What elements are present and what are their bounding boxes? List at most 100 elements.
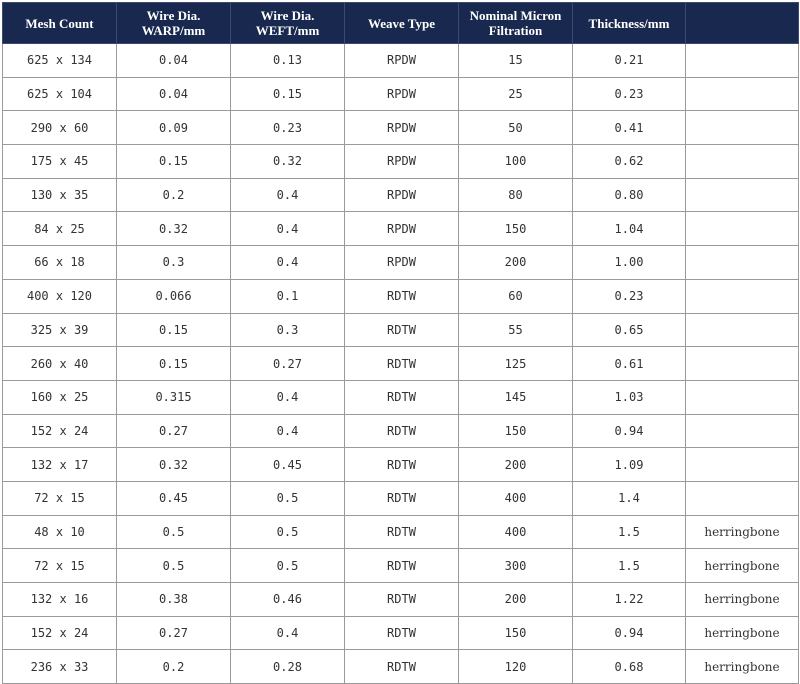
note-cell: herringbone [685, 582, 799, 617]
weave-type-cell: RDTW [344, 413, 459, 449]
thickness-cell: 0.23 [572, 278, 686, 314]
warp-dia-cell: 0.5 [116, 548, 231, 583]
weft-dia-cell: 0.46 [230, 582, 345, 617]
weave-type-cell: RDTW [344, 480, 459, 516]
mesh-count-cell: 260 x 40 [2, 346, 117, 381]
micron-filtration-cell: 125 [458, 346, 573, 381]
weft-dia-cell: 0.5 [230, 514, 345, 550]
table-row: 132 x 17 0.32 0.45 RDTW 200 1.09 [2, 447, 799, 482]
warp-dia-cell: 0.066 [116, 278, 231, 314]
micron-filtration-cell: 120 [458, 649, 573, 684]
micron-filtration-cell: 400 [458, 514, 573, 550]
warp-dia-cell: 0.32 [116, 447, 231, 482]
thickness-cell: 0.62 [572, 144, 686, 179]
note-cell [685, 447, 799, 482]
table-row: 152 x 24 0.27 0.4 RDTW 150 0.94 herringbone [2, 615, 799, 651]
note-cell [685, 43, 799, 78]
table-row: 152 x 24 0.27 0.4 RDTW 150 0.94 [2, 413, 799, 449]
header-mesh-count: Mesh Count [2, 2, 117, 44]
table-row: 175 x 45 0.15 0.32 RPDW 100 0.62 [2, 144, 799, 179]
warp-dia-cell: 0.2 [116, 649, 231, 684]
thickness-cell: 0.41 [572, 110, 686, 146]
warp-dia-cell: 0.15 [116, 144, 231, 179]
mesh-count-cell: 236 x 33 [2, 649, 117, 684]
note-cell: herringbone [685, 548, 799, 583]
note-cell [685, 110, 799, 146]
mesh-count-cell: 625 x 134 [2, 43, 117, 78]
weave-type-cell: RDTW [344, 514, 459, 550]
table-row: 236 x 33 0.2 0.28 RDTW 120 0.68 herringbone [2, 649, 799, 684]
weft-dia-cell: 0.4 [230, 379, 345, 415]
table-row: 72 x 15 0.5 0.5 RDTW 300 1.5 herringbone [2, 548, 799, 583]
warp-dia-cell: 0.32 [116, 211, 231, 247]
thickness-cell: 0.65 [572, 312, 686, 348]
table-row: 625 x 134 0.04 0.13 RPDW 15 0.21 [2, 43, 799, 78]
warp-dia-cell: 0.38 [116, 582, 231, 617]
table-row: 400 x 120 0.066 0.1 RDTW 60 0.23 [2, 278, 799, 314]
note-cell [685, 379, 799, 415]
table-row: 84 x 25 0.32 0.4 RPDW 150 1.04 [2, 211, 799, 247]
table-row: 260 x 40 0.15 0.27 RDTW 125 0.61 [2, 346, 799, 381]
mesh-count-cell: 160 x 25 [2, 379, 117, 415]
warp-dia-cell: 0.04 [116, 76, 231, 112]
mesh-count-cell: 175 x 45 [2, 144, 117, 179]
weft-dia-cell: 0.5 [230, 548, 345, 583]
thickness-cell: 1.03 [572, 379, 686, 415]
micron-filtration-cell: 55 [458, 312, 573, 348]
note-cell [685, 211, 799, 247]
micron-filtration-cell: 200 [458, 447, 573, 482]
micron-filtration-cell: 150 [458, 413, 573, 449]
note-cell [685, 144, 799, 179]
micron-filtration-cell: 200 [458, 582, 573, 617]
header-notes [685, 2, 799, 44]
micron-filtration-cell: 200 [458, 245, 573, 280]
warp-dia-cell: 0.3 [116, 245, 231, 280]
warp-dia-cell: 0.15 [116, 346, 231, 381]
header-weave-type: Weave Type [344, 2, 459, 44]
weave-type-cell: RPDW [344, 177, 459, 213]
weave-type-cell: RPDW [344, 76, 459, 112]
warp-dia-cell: 0.315 [116, 379, 231, 415]
header-row: Mesh Count Wire Dia. WARP/mm Wire Dia. WEFT/… [2, 2, 799, 44]
mesh-count-cell: 400 x 120 [2, 278, 117, 314]
header-wire-dia-weft: Wire Dia. WEFT/mm [230, 2, 345, 44]
mesh-count-cell: 48 x 10 [2, 514, 117, 550]
weft-dia-cell: 0.4 [230, 177, 345, 213]
note-cell [685, 177, 799, 213]
note-cell: herringbone [685, 615, 799, 651]
mesh-count-cell: 152 x 24 [2, 615, 117, 651]
warp-dia-cell: 0.09 [116, 110, 231, 146]
thickness-cell: 1.09 [572, 447, 686, 482]
note-cell [685, 312, 799, 348]
note-cell: herringbone [685, 649, 799, 684]
weave-type-cell: RPDW [344, 211, 459, 247]
micron-filtration-cell: 80 [458, 177, 573, 213]
warp-dia-cell: 0.15 [116, 312, 231, 348]
thickness-cell: 1.22 [572, 582, 686, 617]
micron-filtration-cell: 60 [458, 278, 573, 314]
weave-type-cell: RDTW [344, 312, 459, 348]
note-cell [685, 346, 799, 381]
thickness-cell: 0.94 [572, 615, 686, 651]
note-cell [685, 76, 799, 112]
note-cell [685, 413, 799, 449]
weft-dia-cell: 0.28 [230, 649, 345, 684]
weave-type-cell: RDTW [344, 615, 459, 651]
mesh-count-cell: 84 x 25 [2, 211, 117, 247]
mesh-count-cell: 625 x 104 [2, 76, 117, 112]
thickness-cell: 0.80 [572, 177, 686, 213]
weft-dia-cell: 0.4 [230, 211, 345, 247]
mesh-count-cell: 66 x 18 [2, 245, 117, 280]
thickness-cell: 0.61 [572, 346, 686, 381]
weave-type-cell: RPDW [344, 144, 459, 179]
table-header: Mesh Count Wire Dia. WARP/mm Wire Dia. WEFT/… [2, 2, 799, 44]
weave-type-cell: RPDW [344, 110, 459, 146]
note-cell [685, 278, 799, 314]
micron-filtration-cell: 400 [458, 480, 573, 516]
weft-dia-cell: 0.23 [230, 110, 345, 146]
weft-dia-cell: 0.27 [230, 346, 345, 381]
weft-dia-cell: 0.4 [230, 245, 345, 280]
thickness-cell: 1.4 [572, 480, 686, 516]
weave-type-cell: RDTW [344, 548, 459, 583]
